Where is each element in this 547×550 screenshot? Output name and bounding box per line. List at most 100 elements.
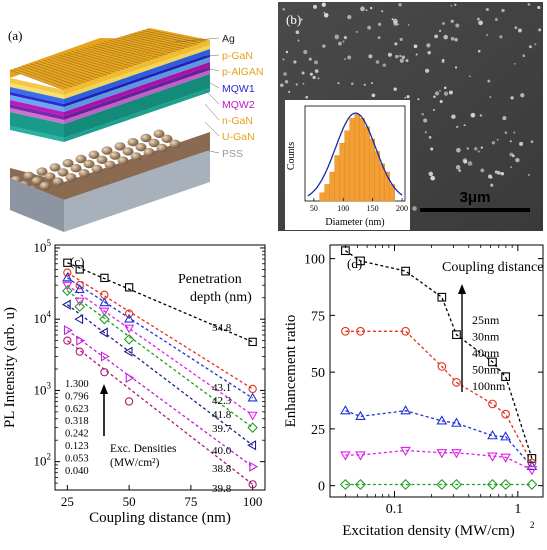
data-point-40nm	[355, 410, 366, 420]
nanoparticle	[360, 6, 365, 12]
layer-side-4	[64, 57, 210, 112]
pss-dome	[65, 173, 77, 182]
nanoparticle	[496, 138, 499, 141]
data-point-0.040	[124, 397, 134, 406]
data-point-0.623	[99, 297, 110, 307]
nanoparticle	[432, 109, 435, 111]
nanoparticle	[443, 91, 449, 96]
histogram-bar	[319, 192, 325, 202]
nanoparticle	[530, 140, 534, 144]
nanoparticle	[489, 96, 492, 99]
nanoparticle	[538, 28, 542, 32]
nanoparticle	[313, 4, 317, 9]
excitation-density-label: 0.796	[65, 391, 89, 402]
legend-item-100nm: 100nm	[472, 379, 506, 393]
nanoparticle	[494, 18, 498, 21]
nanoparticle	[382, 63, 387, 67]
data-point-0.053	[249, 461, 259, 472]
data-point-30nm	[401, 326, 410, 336]
penetration-depth-label: 38.8	[212, 463, 232, 475]
data-point-0.242	[62, 285, 73, 297]
plot-frame-c	[54, 244, 266, 491]
data-point-25nm	[437, 292, 447, 302]
penetration-depth-label: 40.0	[212, 445, 232, 457]
data-point-1.300	[248, 337, 257, 347]
data-point-50nm	[451, 449, 462, 459]
pss-dome	[153, 129, 165, 138]
nanoparticle	[314, 69, 319, 73]
nanoparticle	[305, 95, 309, 99]
data-point-40nm	[340, 405, 351, 415]
data-point-50nm	[436, 449, 448, 459]
nanoparticle	[404, 96, 407, 99]
nanoparticle	[490, 176, 493, 179]
data-point-0.796	[75, 281, 84, 290]
data-point-0.040	[63, 336, 72, 345]
nanoparticle	[399, 37, 403, 41]
nanoparticle	[295, 83, 298, 86]
nanoparticle	[407, 24, 410, 26]
nanoparticle	[387, 52, 392, 57]
nanoparticle	[284, 80, 289, 84]
nanoparticle	[478, 20, 483, 26]
nanoparticle	[427, 50, 431, 55]
nanoparticle	[509, 140, 512, 143]
pss-dome	[62, 159, 74, 168]
nanoparticle	[458, 169, 461, 172]
nanoparticle	[439, 99, 443, 104]
layer-side-3	[64, 54, 210, 107]
nanoparticle	[405, 59, 409, 63]
nanoparticle	[337, 81, 340, 85]
nanoparticle	[350, 82, 354, 86]
data-point-25nm	[488, 357, 497, 367]
nanoparticle	[347, 15, 352, 20]
nanoparticle	[314, 60, 318, 65]
xtick-label: 1	[514, 502, 521, 517]
nanoparticle	[426, 43, 431, 48]
nanoparticle	[480, 146, 483, 149]
penetration-depth-label: 39.8	[212, 483, 232, 495]
data-point-100nm	[500, 478, 512, 491]
nanoparticle	[285, 50, 289, 54]
ytick-label: 100	[304, 253, 325, 268]
data-point-30nm	[488, 399, 497, 409]
data-point-0.123	[61, 299, 71, 310]
data-point-0.796	[124, 309, 134, 318]
legend-title-c: Exc. Densities	[110, 443, 177, 455]
nanoparticle	[355, 30, 358, 33]
nanoparticle	[451, 19, 454, 22]
data-point-100nm	[400, 478, 412, 491]
nanoparticle	[510, 166, 513, 168]
pss-dome	[23, 171, 35, 180]
nanoparticle	[301, 71, 305, 75]
nanoparticle	[486, 33, 489, 36]
layer-side-9	[64, 88, 210, 142]
data-point-50nm	[500, 453, 511, 463]
nanoparticle	[428, 136, 432, 139]
data-point-30nm	[437, 362, 447, 371]
nanoparticle	[502, 116, 507, 121]
nanoparticle	[280, 83, 284, 88]
histogram-bar	[374, 151, 380, 202]
data-point-0.242	[247, 422, 258, 433]
data-point-30nm	[356, 326, 365, 336]
nanoparticle	[438, 29, 442, 33]
nanoparticle	[344, 58, 346, 60]
pss-dome	[88, 150, 100, 159]
nanoparticle	[425, 68, 430, 73]
pss-dome	[156, 143, 168, 153]
nanoparticle	[413, 44, 418, 49]
layer-side-2	[64, 49, 210, 104]
nanoparticle	[474, 147, 478, 151]
layer-label-7: PSS	[222, 148, 243, 160]
penetration-title-2: depth (nm)	[190, 290, 252, 305]
inset-xlabel: Diameter (nm)	[325, 217, 384, 228]
penetration-title: Penetration	[178, 272, 242, 287]
pss-dome	[70, 164, 82, 173]
scale-bar	[420, 208, 530, 212]
nanoparticle	[537, 5, 541, 10]
histogram-bar	[334, 155, 340, 202]
nanoparticle	[487, 79, 491, 83]
